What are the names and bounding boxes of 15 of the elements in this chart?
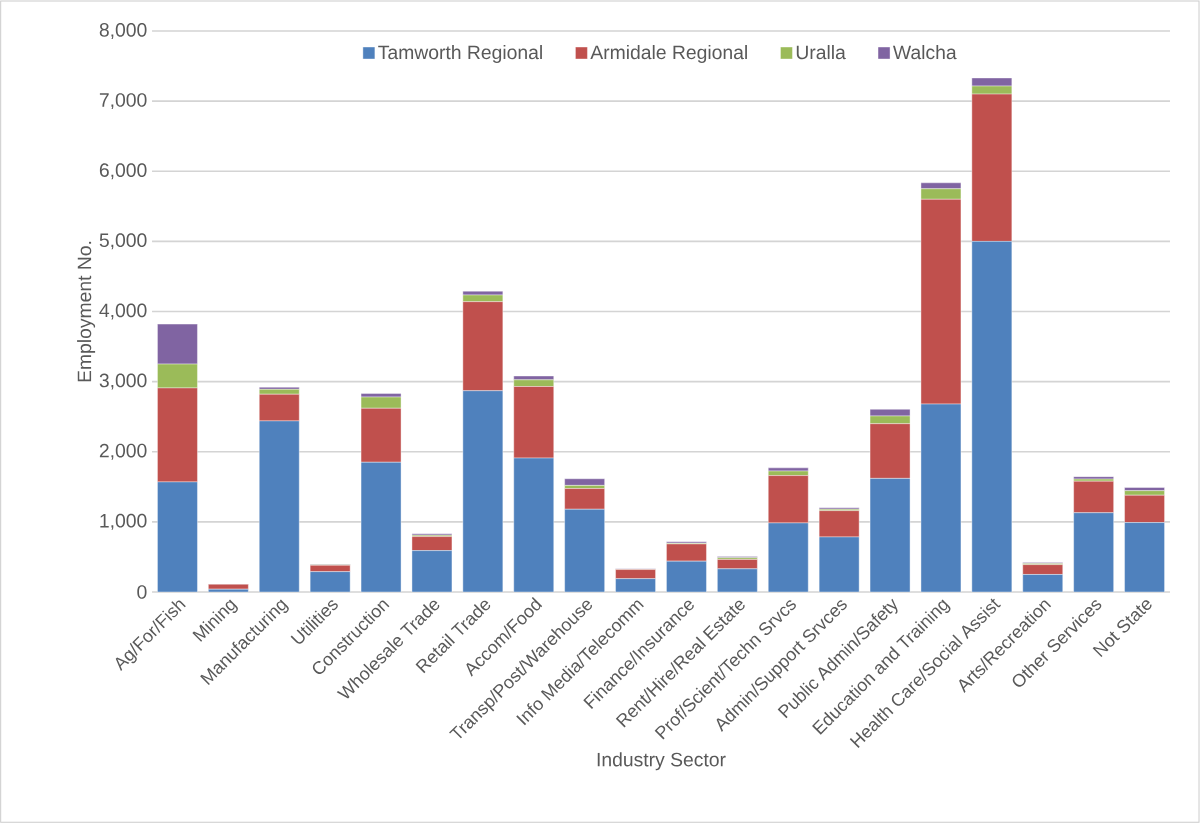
y-tick-label: 3,000 bbox=[99, 373, 147, 390]
y-tick-label: 7,000 bbox=[99, 93, 147, 110]
y-axis-title: Employment No. bbox=[77, 241, 96, 382]
legend-label: Armidale Regional bbox=[590, 45, 747, 64]
legend-label: Walcha bbox=[892, 45, 957, 60]
y-tick-label: 4,000 bbox=[99, 303, 147, 320]
legend-label: Uralla bbox=[796, 45, 846, 60]
y-tick-label: 1,000 bbox=[100, 513, 147, 530]
x-axis-title: Industry Sector bbox=[597, 752, 726, 771]
y-tick-label: 8,000 bbox=[99, 23, 147, 39]
y-tick-label: 5,000 bbox=[99, 233, 147, 250]
legend-label: Tamworth Regional bbox=[378, 45, 542, 64]
y-tick-label: 0 bbox=[137, 585, 147, 599]
y-tick-label: 2,000 bbox=[99, 443, 147, 460]
y-tick-label: 6,000 bbox=[99, 163, 147, 180]
